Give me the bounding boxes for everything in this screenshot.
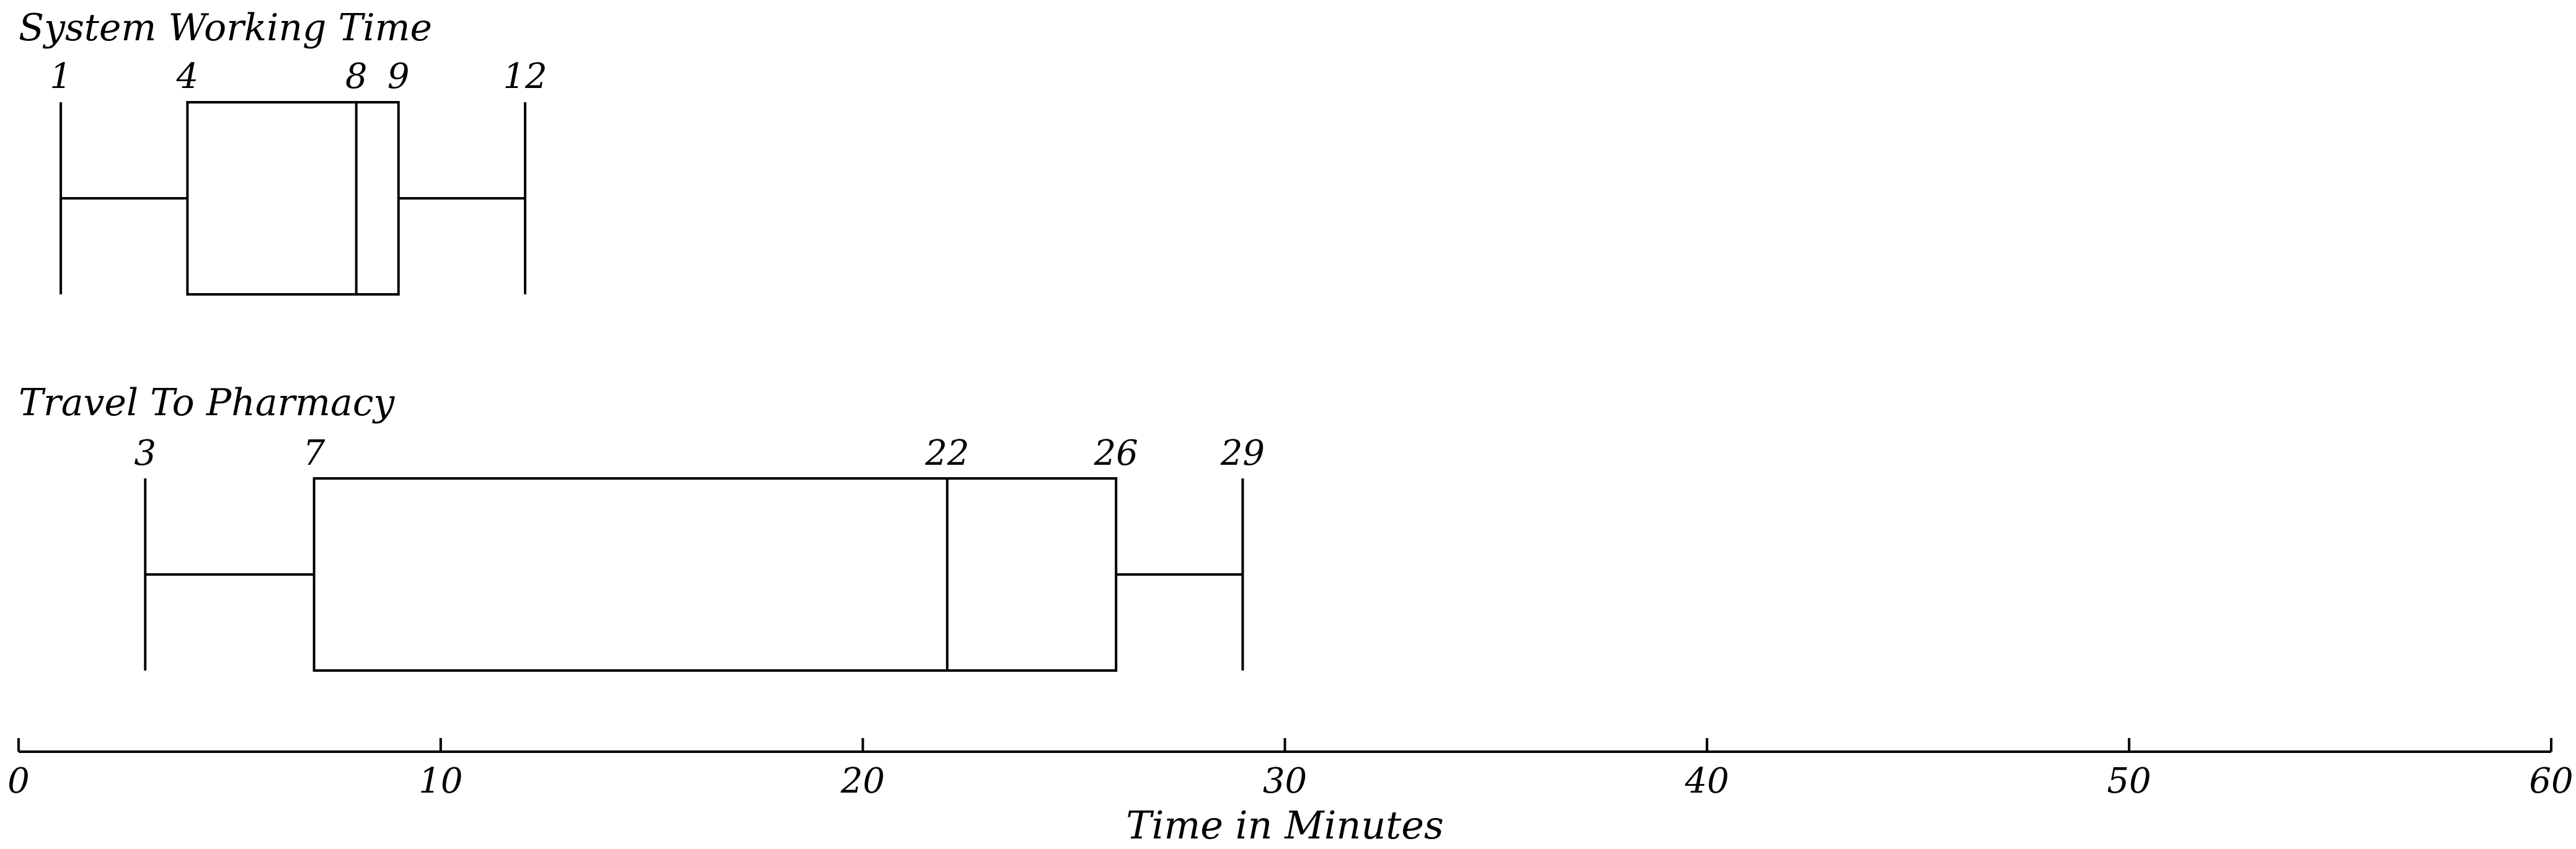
plot-title: System Working Time (19, 6, 432, 50)
box-plot-2: Travel To Pharmacy 3 7 22 26 29 (19, 381, 1265, 672)
value-label-median: 8 (345, 56, 368, 97)
box-plot-area: System Working Time 1 4 8 9 12 Travel To Pharm… (19, 6, 1265, 672)
x-tick-label-0: 0 (7, 761, 30, 801)
value-label-median: 22 (924, 433, 969, 473)
iqr-box (186, 101, 400, 296)
value-label-max: 12 (503, 56, 547, 97)
x-tick-label-30: 30 (1263, 761, 1307, 801)
x-tick-label-40: 40 (1684, 761, 1729, 801)
value-label-q3: 26 (1094, 433, 1138, 473)
x-tick-label-10: 10 (418, 761, 463, 801)
value-label-q1: 4 (176, 56, 199, 97)
value-label-q3: 9 (387, 56, 410, 97)
value-label-q1: 7 (303, 433, 325, 473)
x-tick-label-60: 60 (2529, 761, 2573, 801)
x-axis-ticks: 0 10 20 30 40 50 60 (7, 738, 2574, 801)
box-plot-1: System Working Time 1 4 8 9 12 (19, 6, 547, 296)
plot-title: Travel To Pharmacy (19, 381, 395, 425)
x-axis: 0 10 20 30 40 50 60 Time in Minutes (7, 738, 2574, 848)
x-tick-label-20: 20 (840, 761, 885, 801)
iqr-box (312, 477, 1118, 672)
x-axis-title: Time in Minutes (1126, 803, 1443, 848)
x-tick-label-50: 50 (2107, 761, 2151, 801)
value-label-min: 3 (134, 433, 156, 473)
value-label-min: 1 (50, 56, 72, 97)
value-label-max: 29 (1220, 433, 1265, 473)
